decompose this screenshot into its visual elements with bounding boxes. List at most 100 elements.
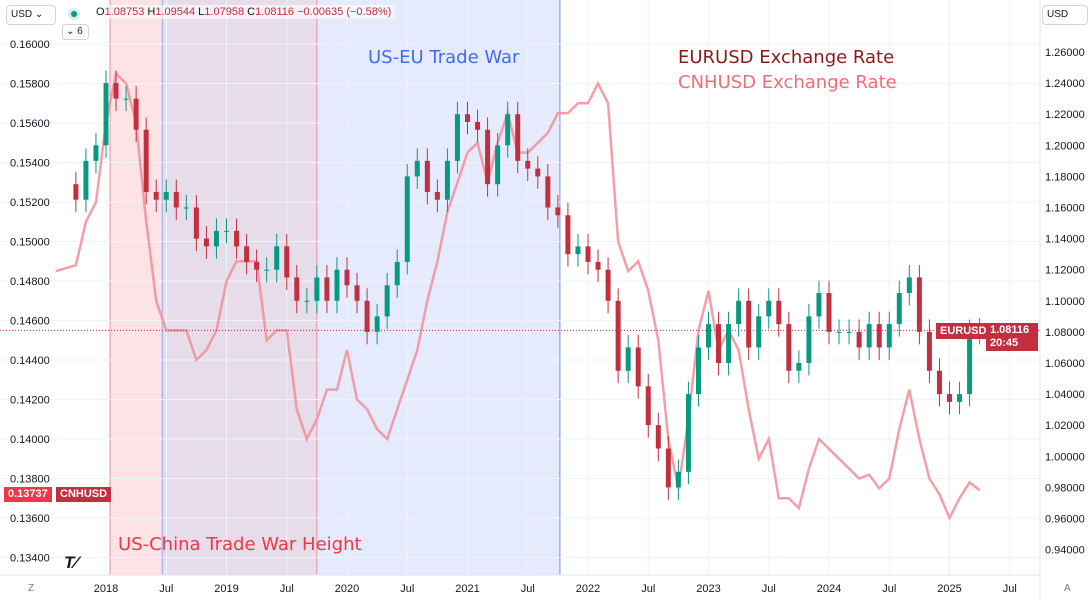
eurusd-candle [886,324,892,348]
eurusd-candle [685,394,691,472]
auto-scale-icon[interactable]: A [1064,583,1071,594]
right-y-tick-label: 1.10000 [1045,296,1085,308]
eurusd-candle [73,184,79,200]
eurusd-candle [816,293,822,317]
right-currency-label: USD [1047,9,1069,20]
low-value: 1.07958 [204,6,245,18]
right-y-tick-label: 1.22000 [1045,109,1085,121]
cnhusd-price-tag: 0.13737 [4,487,52,502]
eurusd-candle [926,331,932,371]
eurusd-candle [906,277,912,294]
eurusd-candle [957,394,963,402]
eurusd-candle [485,129,491,185]
eurusd-candle [716,324,722,363]
left-y-tick-label: 0.15800 [10,79,50,91]
eurusd-candle [224,230,229,232]
x-tick-label: 2018 [94,583,118,595]
tradingview-logo[interactable]: T⁄ [64,553,78,572]
x-tick-label: 2023 [696,583,720,595]
left-y-tick-label: 0.13400 [10,553,50,565]
x-tick-label: 2025 [937,583,961,595]
left-y-tick-label: 0.16000 [10,39,50,51]
eurusd-candle [183,207,189,209]
low-label: L [198,6,205,18]
left-y-tick-label: 0.15600 [10,118,50,130]
right-y-tick-label: 1.12000 [1045,265,1085,277]
change-value: −0.00635 (−0.58%) [297,6,392,18]
right-y-tick-label: 1.06000 [1045,358,1085,370]
eurusd-candle [746,300,752,348]
eurusd-candle [213,230,219,247]
eurusd-candle [947,394,952,402]
left-y-tick-label: 0.14000 [10,434,50,446]
right-y-tick-label: 1.08000 [1045,327,1085,339]
market-status-icon [68,8,80,20]
left-y-tick-label: 0.13800 [10,474,50,486]
eurusd-candle [93,145,99,161]
eurusd-candle [284,246,290,278]
eurusd-candle [535,168,541,177]
indicators-toggle[interactable]: ⌄ 6 [62,24,89,40]
x-tick-label: Jul [1003,583,1017,595]
x-tick-label: 2021 [455,583,479,595]
eurusd-candle [254,261,260,270]
left-currency-label: USD [11,9,33,20]
x-tick-label: Jul [882,583,896,595]
right-y-tick-label: 1.02000 [1045,420,1085,432]
eurusd-candle [916,277,922,332]
eurusd-candle [736,300,742,325]
eurusd-candle [826,293,832,332]
left-y-tick-label: 0.14400 [10,355,50,367]
eurusd-candle [555,207,561,216]
right-y-tick-label: 0.96000 [1045,514,1085,526]
eurusd-candle [645,386,651,426]
eurusd-candle [515,114,521,161]
us-eu-annotation: US-EU Trade War [368,47,520,68]
right-currency-select[interactable]: USD [1042,5,1088,25]
eurusd-candle [585,246,591,262]
eurusd-candle [133,98,139,130]
eurusd-candle [806,316,812,363]
us-china-annotation: US-China Trade War Height [118,534,362,555]
eurusd-candle [83,160,89,200]
high-label: H [147,6,156,18]
right-y-tick-label: 1.00000 [1045,451,1085,463]
eurusd-candle [846,331,852,333]
eurusd-candle [495,145,501,185]
right-y-tick-label: 1.24000 [1045,78,1085,90]
eurusd-candle [193,207,199,239]
cnhusd-line [55,71,981,521]
eurusd-candle [726,324,732,363]
x-tick-label: Jul [159,583,173,595]
eurusd-candle [896,293,902,325]
open-label: O [96,6,105,18]
eurusd-candle [314,277,320,301]
left-y-tick-label: 0.15200 [10,197,50,209]
right-y-tick-label: 1.26000 [1045,47,1085,59]
eurusd-candle [103,83,109,146]
eurusd-candle [565,215,571,255]
open-value: 1.08753 [104,6,145,18]
eurusd-candle [675,471,681,488]
eurusd-candle [605,269,611,301]
eurusd-candle [625,347,631,371]
x-tick-label: 2024 [817,583,841,595]
close-label: C [247,6,256,18]
eurusd-candle [434,191,440,200]
left-currency-select[interactable]: USD ⌄ [6,5,56,25]
x-tick-label: Jul [280,583,294,595]
eurusd-candle [475,121,481,130]
zoom-icon[interactable]: Z [28,583,35,594]
eurusd-candle [465,114,470,122]
eurusd-candle [404,176,410,262]
eurusd-candle [856,331,862,348]
eurusd-candle [354,285,360,301]
eurusd-candle [836,331,842,333]
eurusd-candle [575,246,581,255]
x-tick-label: 2022 [576,583,600,595]
eurusd-candle [264,269,270,271]
x-tick-label: 2019 [214,583,238,595]
x-tick-label: Jul [641,583,655,595]
